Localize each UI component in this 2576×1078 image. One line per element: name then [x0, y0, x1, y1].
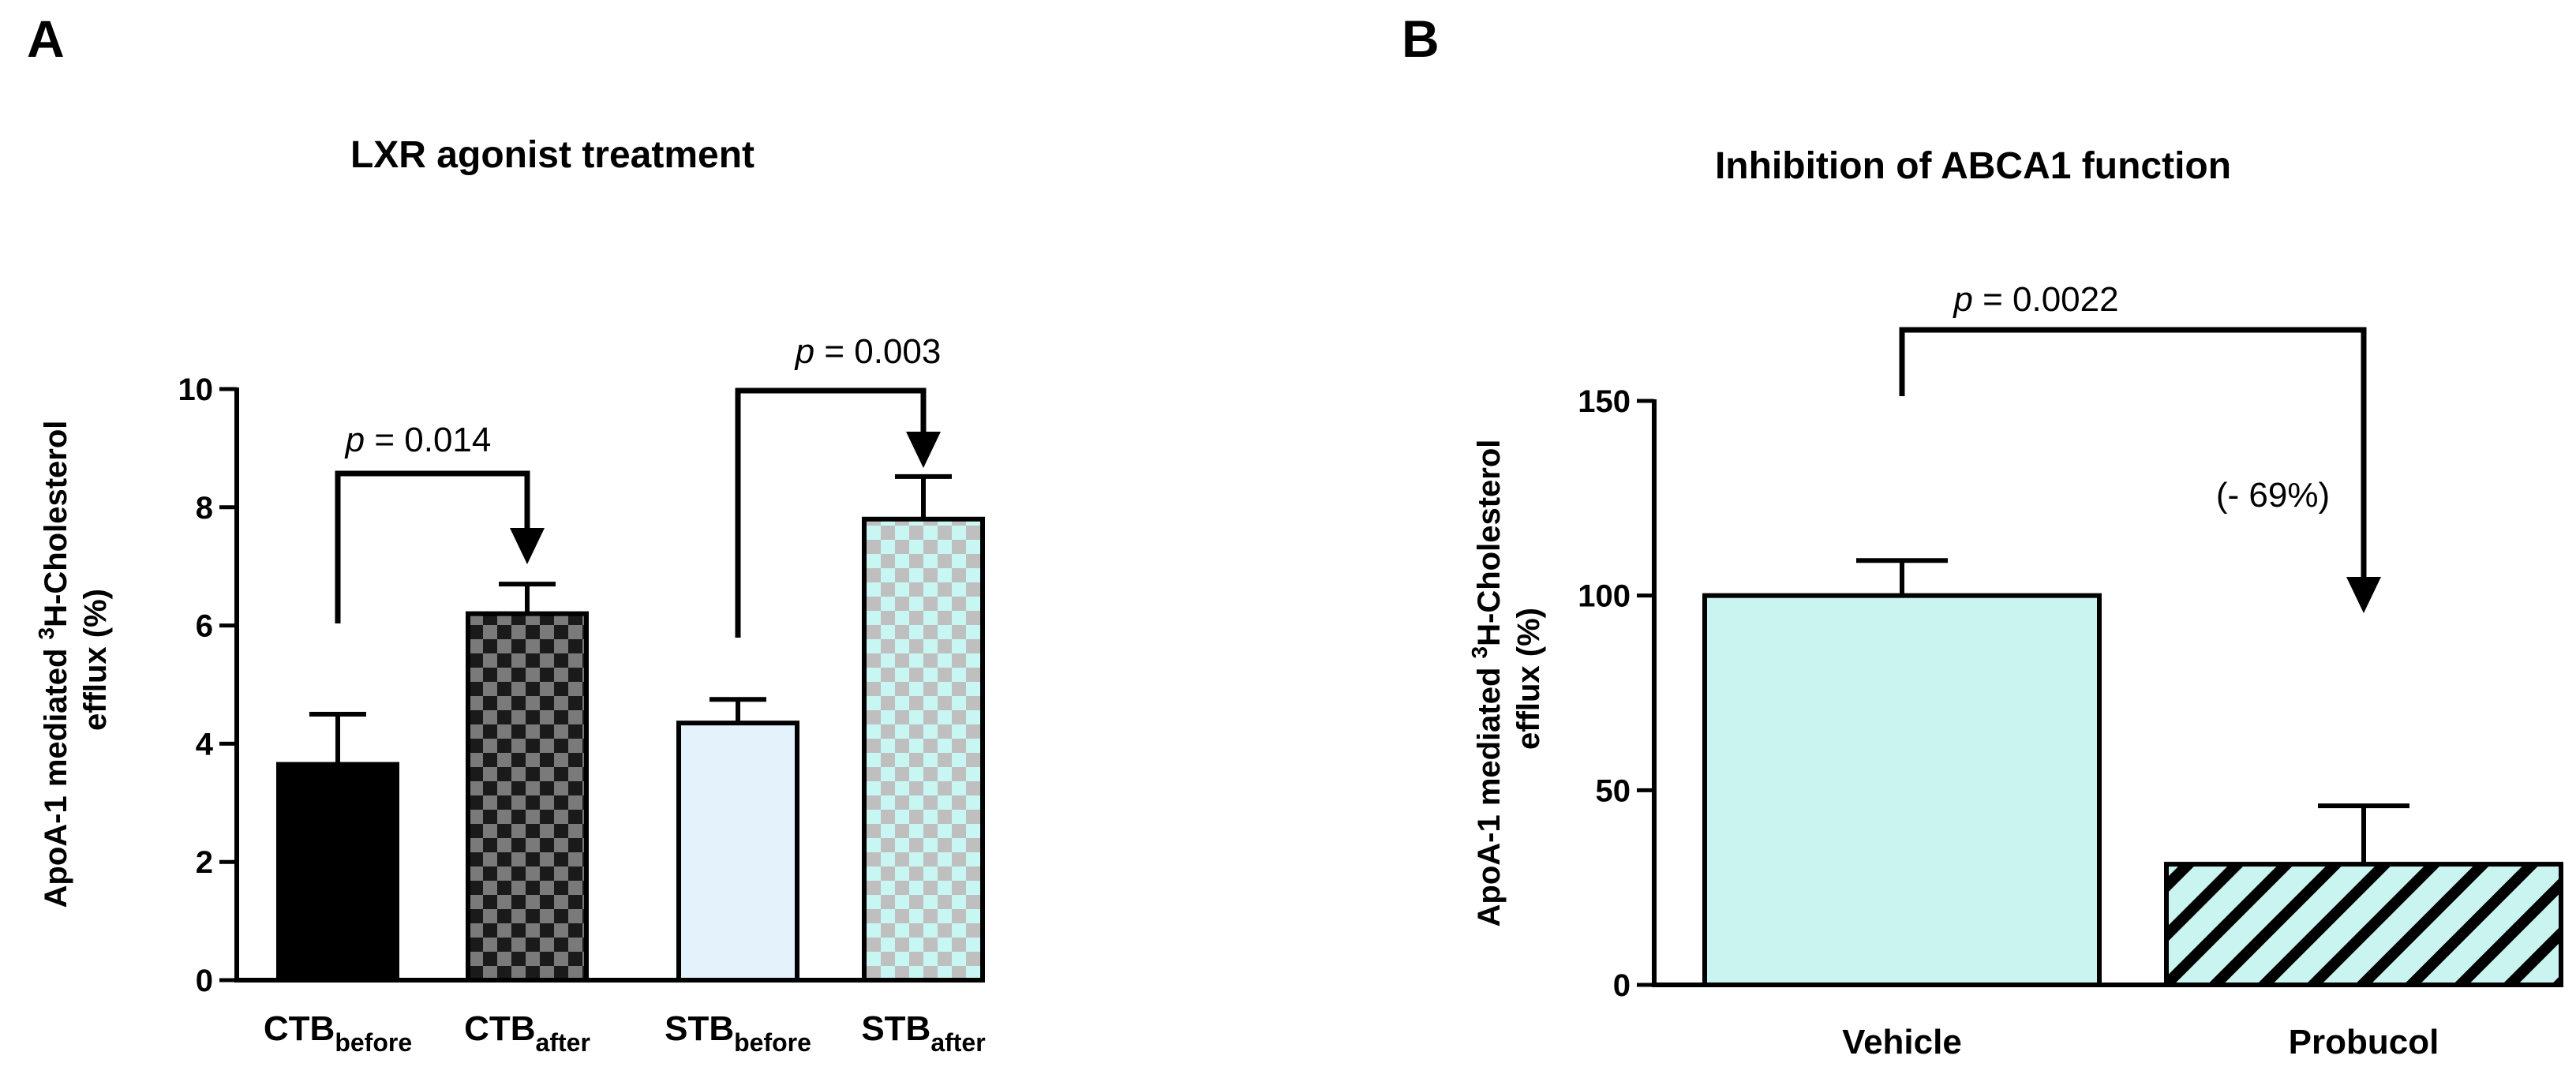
bar — [676, 721, 799, 983]
panel-letter-a: A — [27, 9, 65, 68]
significance-bracket — [1899, 327, 2367, 582]
x-category-label: STBbefore — [665, 1009, 811, 1057]
y-tick-label: 2 — [196, 845, 213, 880]
y-axis-label: ApoA-1 mediated 3H-Cholesterol efflux (%… — [34, 412, 113, 908]
x-category-label: Probucol — [2289, 1023, 2439, 1061]
y-tick-label: 4 — [196, 727, 214, 762]
bar — [466, 611, 589, 983]
p-value-label: p = 0.0022 — [1952, 280, 2118, 319]
y-axis-label-line2: efflux (%) — [1511, 608, 1546, 750]
bar — [2164, 862, 2563, 987]
chart-title: LXR agonist treatment — [350, 134, 754, 176]
y-tick-label: 0 — [1613, 968, 1631, 1003]
significance-bracket — [335, 470, 530, 623]
y-axis-label-line2: efflux (%) — [78, 589, 113, 731]
chart-title: Inhibition of ABCA1 function — [1715, 145, 2231, 187]
significance-arrowhead — [2346, 577, 2381, 613]
bar — [862, 516, 985, 983]
bar — [276, 762, 399, 983]
bar — [1702, 593, 2102, 988]
y-tick-label: 0 — [196, 964, 213, 998]
y-tick-label: 6 — [196, 609, 213, 644]
x-category-label: CTBbefore — [264, 1009, 412, 1057]
y-tick-label: 50 — [1596, 773, 1631, 808]
significance-bracket — [735, 387, 927, 638]
p-value-label: p = 0.003 — [794, 332, 942, 371]
x-category-label: Vehicle — [1842, 1023, 1962, 1061]
y-axis-label-line1: ApoA-1 mediated 3H-Cholesterol — [1467, 440, 1507, 927]
chart-lxr-agonist-treatment: LXR agonist treatment ApoA-1 mediated 3H… — [34, 134, 986, 1057]
significance-arrowhead — [906, 432, 941, 468]
y-tick-label: 8 — [196, 491, 213, 526]
y-tick-label: 10 — [178, 372, 214, 407]
p-value-label: p = 0.014 — [344, 421, 492, 459]
significance-arrowhead — [510, 528, 545, 564]
y-tick-label: 100 — [1578, 579, 1631, 614]
chart-inhibition-of-abca1-function: Inhibition of ABCA1 function ApoA-1 medi… — [1467, 145, 2563, 1061]
y-axis-label: ApoA-1 mediated 3H-Cholesterol efflux (%… — [1467, 431, 1546, 927]
percent-change-annotation: (- 69%) — [2216, 476, 2330, 515]
x-category-label: STBafter — [861, 1009, 985, 1057]
y-tick-label: 150 — [1578, 384, 1631, 419]
x-category-label: CTBafter — [464, 1009, 590, 1057]
panel-letter-b: B — [1402, 9, 1440, 68]
y-axis-label-line1: ApoA-1 mediated 3H-Cholesterol — [34, 421, 73, 908]
